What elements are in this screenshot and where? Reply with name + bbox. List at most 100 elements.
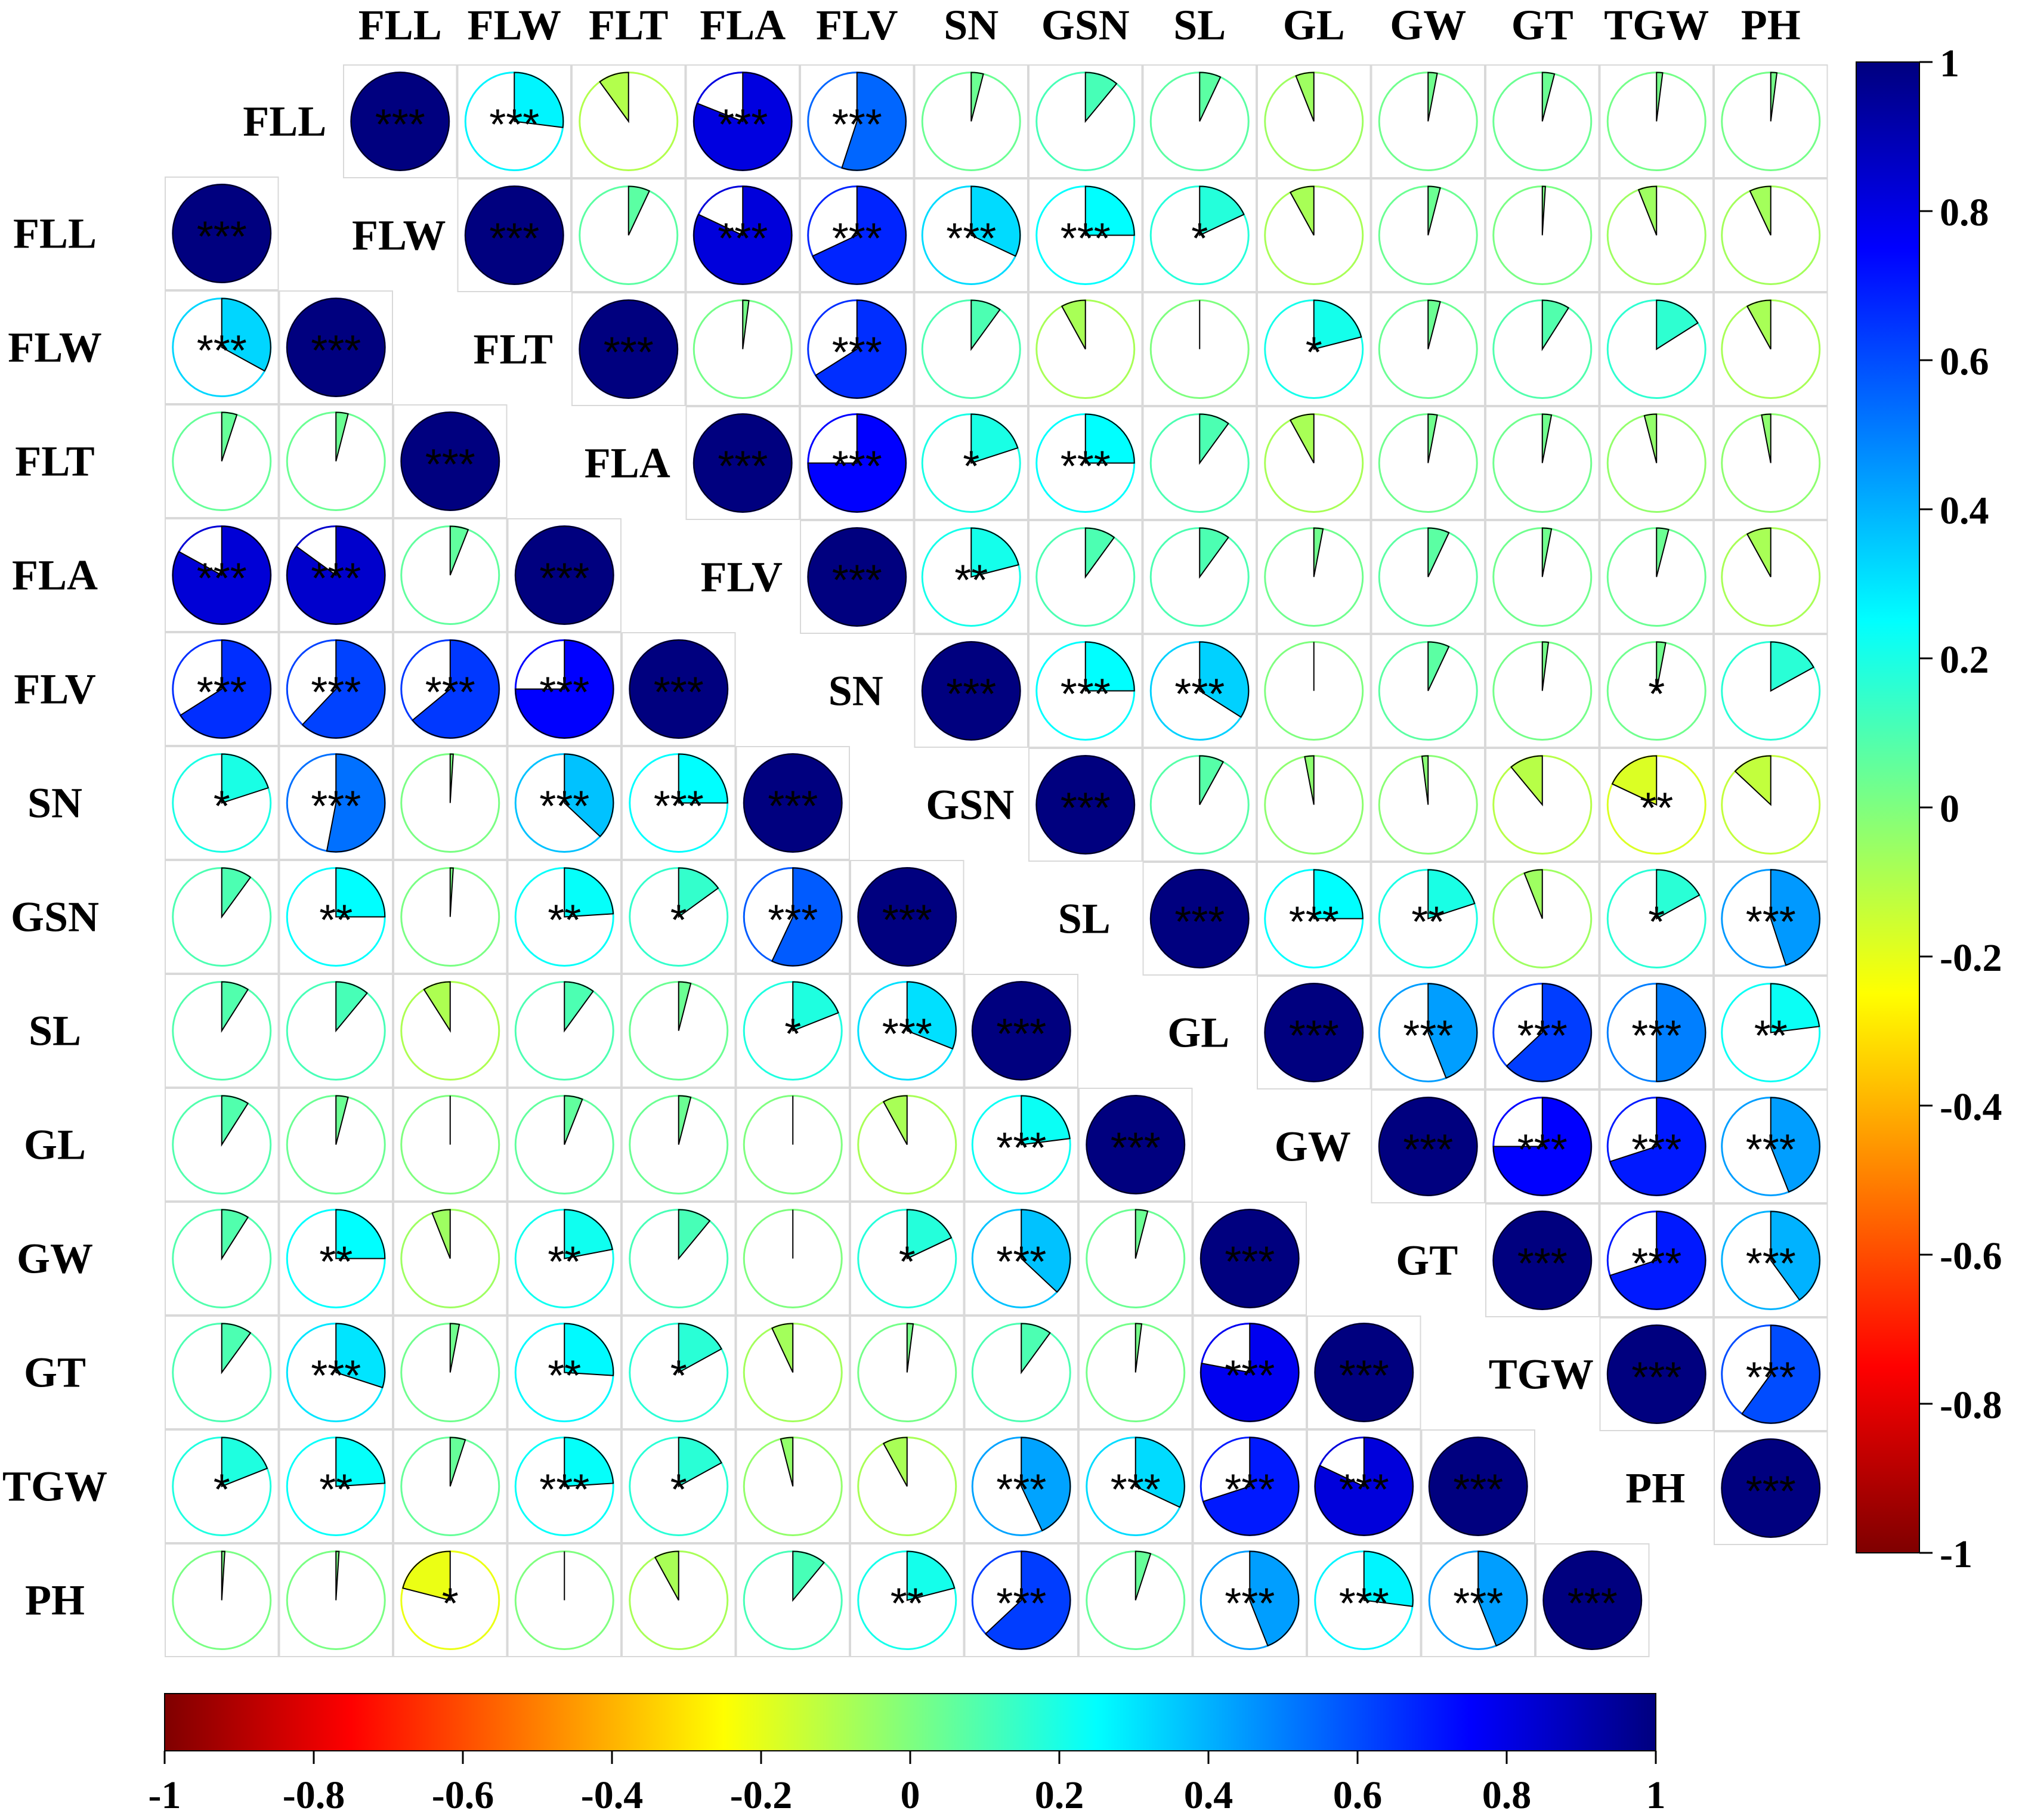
significance-stars: *** bbox=[311, 327, 361, 375]
lower-pie-gl-fla bbox=[514, 1095, 614, 1194]
upper-pie-gsn-ph bbox=[1721, 755, 1821, 855]
lower-row-label-sl: SL bbox=[29, 1007, 81, 1055]
lower-pie-tgw-sl: *** bbox=[971, 1437, 1071, 1536]
upper-cell-border bbox=[1028, 292, 1143, 406]
lower-cell-border bbox=[622, 860, 736, 974]
lower-pie-gsn-flv: * bbox=[629, 867, 729, 967]
upper-cell-border bbox=[1371, 1089, 1485, 1203]
upper-cell-border bbox=[1371, 748, 1485, 862]
significance-stars: ** bbox=[891, 1580, 924, 1628]
upper-pie-flw-sl: * bbox=[1149, 185, 1250, 285]
lower-cell-border bbox=[279, 1429, 393, 1543]
lower-cell-border bbox=[393, 1429, 508, 1543]
lower-cell-border bbox=[507, 860, 622, 974]
upper-col-label-flw: FLW bbox=[468, 1, 561, 49]
lower-pie-tgw-fll: * bbox=[172, 1437, 272, 1536]
colorbar-right-tick-label: 0.4 bbox=[1940, 489, 1989, 533]
upper-col-label-sn: SN bbox=[944, 1, 998, 49]
colorbar-bottom-tick-label: 0.4 bbox=[1184, 1773, 1233, 1817]
upper-pie-fll-tgw bbox=[1606, 72, 1706, 171]
significance-stars: *** bbox=[1403, 1126, 1453, 1174]
significance-stars: *** bbox=[311, 669, 361, 717]
lower-pie-flv-flw: *** bbox=[286, 639, 386, 739]
upper-col-label-gt: GT bbox=[1511, 1, 1573, 49]
lower-pie-flt-fll bbox=[172, 411, 272, 511]
lower-pie-ph-gw: *** bbox=[1199, 1550, 1300, 1650]
lower-cell-border bbox=[393, 632, 508, 746]
significance-stars: *** bbox=[1225, 1580, 1275, 1628]
lower-pie-flv-flt: *** bbox=[400, 639, 500, 739]
lower-pie-sl-flv bbox=[629, 981, 729, 1081]
lower-cell-border bbox=[279, 632, 393, 746]
upper-cell-border bbox=[800, 406, 914, 520]
significance-stars: *** bbox=[882, 897, 932, 945]
upper-col-label-ph: PH bbox=[1741, 1, 1801, 49]
lower-pie-sl-flw bbox=[286, 981, 386, 1081]
lower-cell-border bbox=[850, 1088, 964, 1202]
upper-pie-flw-flt bbox=[579, 185, 679, 285]
lower-cell-border bbox=[279, 1543, 393, 1657]
upper-cell-border bbox=[1257, 634, 1371, 748]
lower-cell-border bbox=[735, 1543, 850, 1657]
lower-cell-border bbox=[622, 746, 736, 860]
upper-cell-border bbox=[685, 406, 800, 520]
upper-cell-border bbox=[1371, 292, 1485, 406]
lower-cell-border bbox=[622, 1543, 736, 1657]
significance-stars: *** bbox=[832, 329, 882, 377]
colorbar-bottom-tick-label: -0.4 bbox=[581, 1773, 643, 1817]
lower-pie-gw-gw: *** bbox=[1199, 1209, 1300, 1308]
lower-pie-ph-fll bbox=[172, 1550, 272, 1650]
significance-stars: *** bbox=[197, 669, 247, 717]
upper-cell-border bbox=[1257, 64, 1371, 178]
significance-stars: *** bbox=[768, 897, 818, 945]
upper-cell-border bbox=[1257, 520, 1371, 634]
lower-pie-gt-sn bbox=[743, 1323, 843, 1422]
lower-cell-border bbox=[964, 974, 1078, 1088]
lower-cell-border bbox=[850, 1202, 964, 1316]
upper-cell-border bbox=[1599, 520, 1714, 634]
upper-cell-border bbox=[1599, 1317, 1714, 1431]
lower-pie-sn-flv: *** bbox=[629, 753, 729, 853]
lower-pie-ph-ph: *** bbox=[1542, 1550, 1643, 1650]
upper-cell-border bbox=[1485, 64, 1600, 178]
significance-stars: *** bbox=[946, 215, 996, 263]
lower-cell-border bbox=[393, 860, 508, 974]
upper-pie-gl-gl: *** bbox=[1264, 983, 1364, 1082]
upper-col-label-sl: SL bbox=[1173, 1, 1226, 49]
upper-pie-fll-ph bbox=[1721, 72, 1821, 171]
lower-row-label-flt: FLT bbox=[15, 438, 94, 485]
significance-stars: * bbox=[214, 1466, 230, 1514]
upper-cell-border bbox=[1257, 748, 1371, 862]
upper-pie-fll-fll: *** bbox=[350, 72, 450, 171]
upper-pie-flt-flt: *** bbox=[579, 299, 679, 399]
significance-stars: *** bbox=[425, 441, 475, 489]
upper-cell-border bbox=[1142, 520, 1257, 634]
upper-cell-border bbox=[1142, 292, 1257, 406]
lower-cell-border bbox=[507, 1088, 622, 1202]
lower-cell-border bbox=[393, 974, 508, 1088]
lower-pie-gsn-flw: ** bbox=[286, 867, 386, 967]
upper-pie-sn-sl: *** bbox=[1149, 641, 1250, 741]
upper-row-label-sl: SL bbox=[1058, 895, 1111, 943]
lower-cell-border bbox=[964, 1316, 1078, 1429]
lower-cell-border bbox=[735, 746, 850, 860]
significance-stars: ** bbox=[319, 1239, 353, 1286]
lower-cell-border bbox=[165, 974, 279, 1088]
upper-cell-border bbox=[1257, 862, 1371, 976]
lower-pie-ph-flw bbox=[286, 1550, 386, 1650]
upper-cell-border bbox=[1599, 178, 1714, 292]
lower-cell-border bbox=[964, 1543, 1078, 1657]
lower-cell-border bbox=[507, 1543, 622, 1657]
upper-cell-border bbox=[1599, 862, 1714, 976]
significance-stars: ** bbox=[1640, 785, 1673, 832]
upper-pie-fla-gsn: *** bbox=[1035, 413, 1136, 513]
colorbar-right-tick-label: 0.2 bbox=[1940, 638, 1989, 682]
upper-cell-border bbox=[800, 292, 914, 406]
upper-row-label-gl: GL bbox=[1167, 1009, 1229, 1057]
upper-pie-fla-gl bbox=[1264, 413, 1364, 513]
significance-stars: *** bbox=[1061, 671, 1111, 719]
upper-cell-border bbox=[1599, 292, 1714, 406]
upper-cell-border bbox=[571, 292, 686, 406]
upper-pie-fla-gw bbox=[1378, 413, 1478, 513]
upper-cell-border bbox=[1714, 292, 1828, 406]
